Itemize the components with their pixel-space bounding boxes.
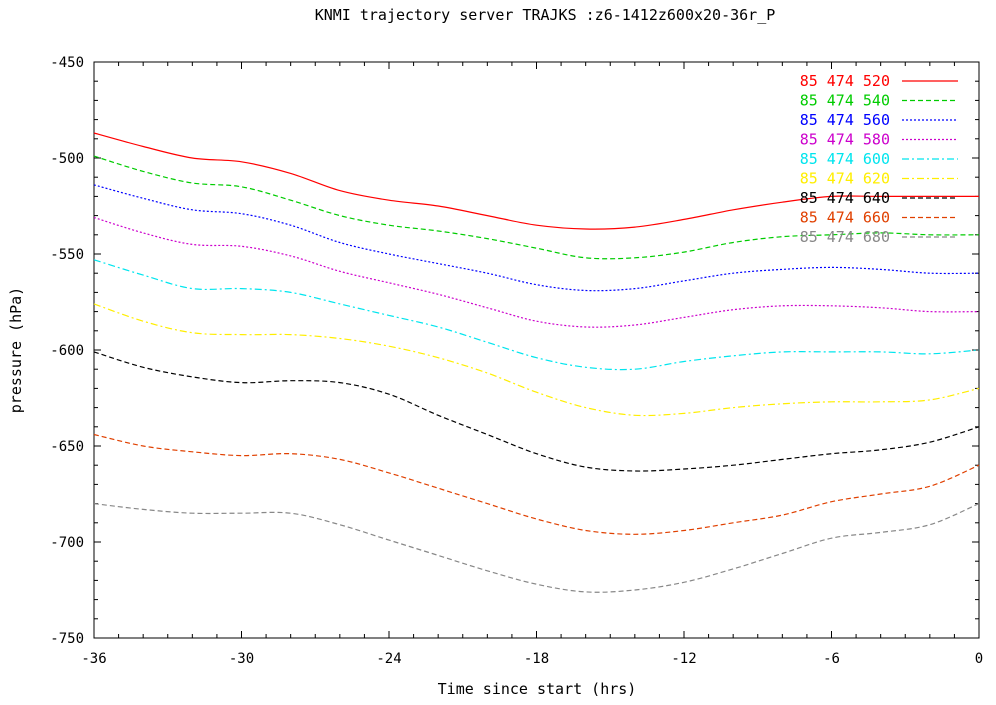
legend-label: 85 474 600 bbox=[800, 150, 890, 168]
x-tick-label: 0 bbox=[975, 651, 983, 667]
series-line bbox=[93, 216, 980, 328]
y-tick-label: -750 bbox=[50, 631, 84, 647]
y-axis-label: pressure (hPa) bbox=[7, 287, 25, 413]
y-tick-label: -600 bbox=[50, 343, 84, 359]
y-tick-label: -450 bbox=[50, 55, 84, 71]
series-layer bbox=[93, 132, 980, 593]
x-tick-label: -24 bbox=[376, 651, 401, 667]
series-line bbox=[93, 503, 980, 593]
x-tick-label: -30 bbox=[229, 651, 254, 667]
x-axis: -36 -30 -24 -18 -12 -6 0 bbox=[81, 62, 983, 667]
legend-label: 85 474 660 bbox=[800, 209, 890, 227]
legend-label: 85 474 640 bbox=[800, 189, 890, 207]
chart-title: KNMI trajectory server TRAJKS :z6-1412z6… bbox=[315, 6, 776, 24]
legend-label: 85 474 620 bbox=[800, 170, 890, 188]
y-tick-label: -700 bbox=[50, 535, 84, 551]
x-tick-label: -6 bbox=[823, 651, 840, 667]
legend-label: 85 474 680 bbox=[800, 228, 890, 246]
series-line bbox=[93, 259, 980, 371]
legend-label: 85 474 580 bbox=[800, 131, 890, 149]
legend-label: 85 474 560 bbox=[800, 111, 890, 129]
series-line bbox=[93, 132, 979, 230]
x-tick-label: -12 bbox=[671, 651, 696, 667]
series-line bbox=[93, 433, 980, 535]
legend-label: 85 474 540 bbox=[800, 92, 890, 110]
x-axis-label: Time since start (hrs) bbox=[438, 680, 637, 698]
series-line bbox=[93, 351, 980, 472]
y-tick-label: -550 bbox=[50, 247, 84, 263]
y-axis: -750 -700 -650 -600 -550 -500 -450 bbox=[50, 55, 979, 647]
x-tick-label: -36 bbox=[81, 651, 106, 667]
y-tick-label: -650 bbox=[50, 439, 84, 455]
legend-label: 85 474 520 bbox=[800, 72, 890, 90]
x-tick-label: -18 bbox=[524, 651, 549, 667]
series-line bbox=[93, 303, 980, 417]
y-tick-label: -500 bbox=[50, 151, 84, 167]
